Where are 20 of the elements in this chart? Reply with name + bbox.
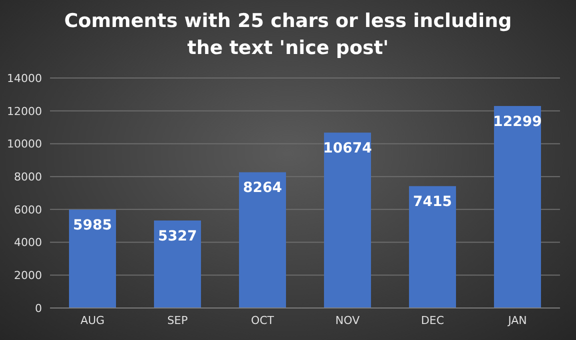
x-tick-label: SEP [167, 314, 188, 327]
data-label: 7415 [413, 194, 452, 210]
chart-title: Comments with 25 chars or less including the text 'nice post' [63, 9, 513, 61]
y-tick-label: 14000 [7, 72, 42, 85]
y-tick-label: 6000 [14, 203, 42, 216]
x-tick-label: AUG [80, 314, 105, 327]
data-label: 12299 [493, 114, 542, 130]
data-label: 5985 [73, 218, 112, 234]
y-tick-label: 4000 [14, 236, 42, 250]
x-tick-label: NOV [335, 314, 360, 327]
y-tick-label: 12000 [7, 104, 42, 118]
y-tick-label: 8000 [14, 170, 42, 184]
data-label: 5327 [158, 228, 197, 244]
data-label: 8264 [243, 180, 282, 196]
y-tick-label: 2000 [14, 269, 42, 282]
x-tick-label: JAN [507, 314, 527, 327]
y-tick-label: 0 [35, 302, 42, 315]
x-tick-label: DEC [420, 314, 444, 327]
x-tick-label: OCT [250, 314, 274, 327]
y-tick-label: 10000 [7, 138, 42, 151]
